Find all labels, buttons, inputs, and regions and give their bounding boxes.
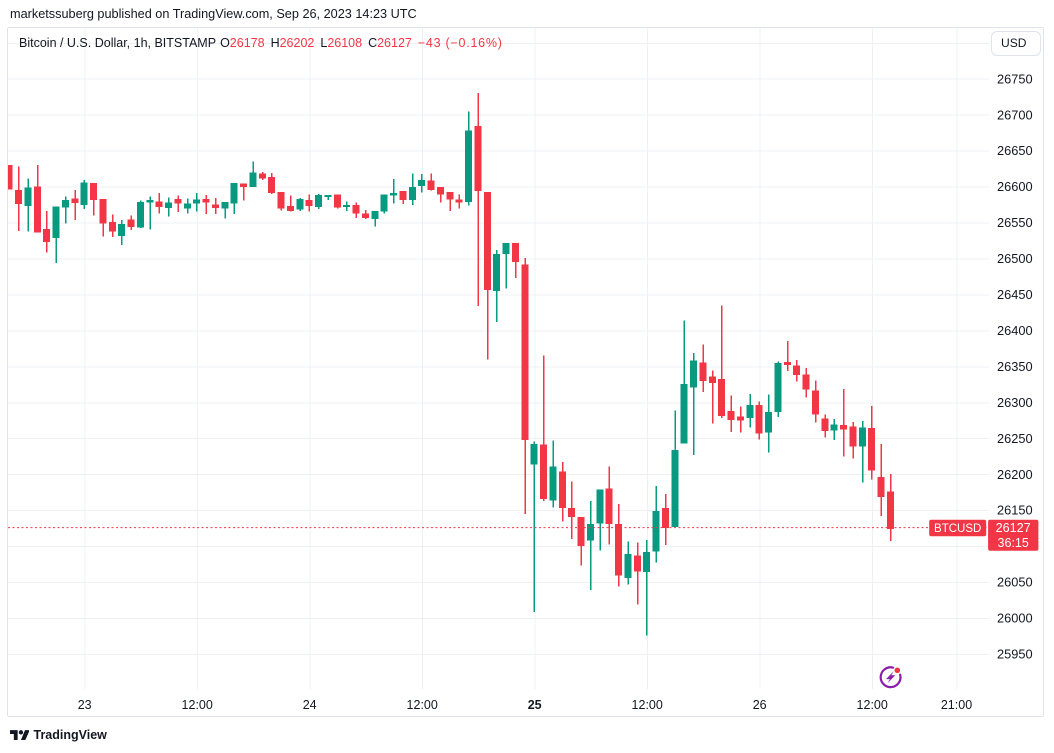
svg-text:26450: 26450 bbox=[997, 287, 1033, 302]
svg-text:26150: 26150 bbox=[997, 503, 1033, 518]
svg-text:26350: 26350 bbox=[997, 359, 1033, 374]
svg-text:26400: 26400 bbox=[997, 323, 1033, 338]
svg-text:23: 23 bbox=[78, 698, 92, 712]
svg-text:26700: 26700 bbox=[997, 107, 1033, 122]
svg-text:26200: 26200 bbox=[997, 467, 1033, 482]
svg-text:26300: 26300 bbox=[997, 395, 1033, 410]
svg-text:26600: 26600 bbox=[997, 179, 1033, 194]
svg-text:26750: 26750 bbox=[997, 71, 1033, 86]
svg-text:26550: 26550 bbox=[997, 215, 1033, 230]
svg-text:25950: 25950 bbox=[997, 647, 1033, 662]
svg-text:12:00: 12:00 bbox=[407, 698, 438, 712]
svg-text:24: 24 bbox=[303, 698, 317, 712]
svg-text:BTCUSD: BTCUSD bbox=[934, 523, 981, 535]
svg-text:36:15: 36:15 bbox=[998, 536, 1029, 550]
svg-text:26500: 26500 bbox=[997, 251, 1033, 266]
svg-text:21:00: 21:00 bbox=[941, 698, 972, 712]
svg-text:12:00: 12:00 bbox=[632, 698, 663, 712]
svg-text:26650: 26650 bbox=[997, 143, 1033, 158]
svg-text:26000: 26000 bbox=[997, 611, 1033, 626]
svg-text:26127: 26127 bbox=[996, 521, 1031, 535]
svg-text:26250: 26250 bbox=[997, 431, 1033, 446]
svg-text:26: 26 bbox=[753, 698, 767, 712]
svg-text:25: 25 bbox=[528, 698, 542, 712]
svg-text:26050: 26050 bbox=[997, 575, 1033, 590]
svg-text:12:00: 12:00 bbox=[857, 698, 888, 712]
svg-text:12:00: 12:00 bbox=[182, 698, 213, 712]
